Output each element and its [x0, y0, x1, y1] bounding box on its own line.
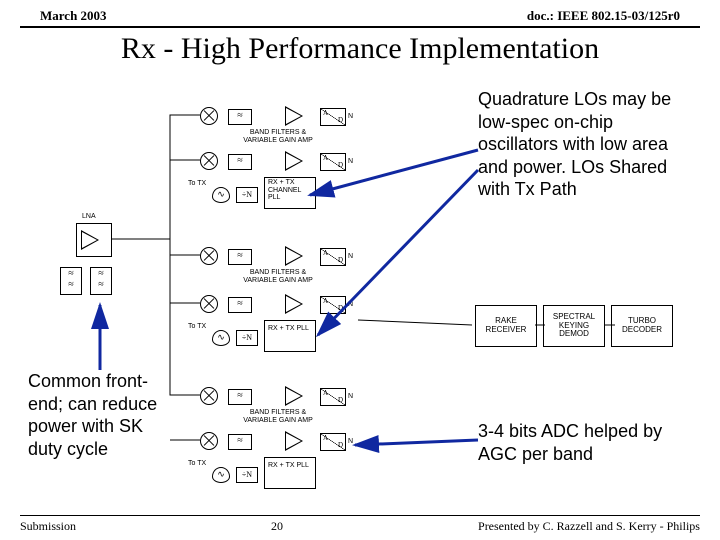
pll-label-1: RX + TX CHANNEL PLL	[268, 179, 312, 202]
slide-footer: Submission 20 Presented by C. Razzell an…	[20, 515, 700, 534]
totx-3: To TX	[188, 460, 206, 468]
n-3i: N	[348, 393, 353, 401]
osc-3: ∿	[212, 467, 230, 483]
slide-title: Rx - High Performance Implementation	[0, 32, 720, 66]
vga-3q	[285, 431, 303, 451]
vga-2q	[285, 294, 303, 314]
dsp-row: RAKE RECEIVER SPECTRAL KEYING DEMOD TURB…	[475, 305, 673, 347]
osc-2: ∿	[212, 330, 230, 346]
bandpass-1: ≈≈	[60, 267, 82, 295]
osc-1: ∿	[212, 187, 230, 203]
mixer-1i	[200, 107, 218, 125]
bandfilter-label-1: BAND FILTERS & VARIABLE GAIN AMP	[238, 129, 318, 144]
n-3q: N	[348, 438, 353, 446]
adc-1q: AD	[320, 153, 346, 171]
adc-2q: AD	[320, 296, 346, 314]
totx-1: To TX	[188, 180, 206, 188]
annotation-adc: 3-4 bits ADC helped by AGC per band	[478, 420, 698, 465]
spectral-block: SPECTRAL KEYING DEMOD	[543, 305, 605, 347]
n-1q: N	[348, 158, 353, 166]
vga-1q	[285, 151, 303, 171]
lpf-1q: ≈	[228, 154, 252, 170]
mixer-2q	[200, 295, 218, 313]
header-date: March 2003	[40, 8, 107, 24]
rake-block: RAKE RECEIVER	[475, 305, 537, 347]
vga-3i	[285, 386, 303, 406]
divn-1: ÷N	[236, 187, 258, 203]
header-docref: doc.: IEEE 802.15-03/125r0	[527, 8, 680, 24]
bandfilter-label-2: BAND FILTERS & VARIABLE GAIN AMP	[238, 269, 318, 284]
vga-2i	[285, 246, 303, 266]
rx-diagram: LNA ≈≈ ≈≈ ≈ AD N BAND FILTERS & VARIABLE…	[60, 95, 460, 495]
lpf-2q: ≈	[228, 297, 252, 313]
footer-page: 20	[271, 519, 283, 534]
slide-header: March 2003 doc.: IEEE 802.15-03/125r0	[20, 0, 700, 28]
bandpass-2: ≈≈	[90, 267, 112, 295]
mixer-2i	[200, 247, 218, 265]
annotation-quadrature: Quadrature LOs may be low-spec on-chip o…	[478, 88, 698, 201]
lna-label: LNA	[82, 213, 96, 221]
adc-1i: AD	[320, 108, 346, 126]
adc-3q: AD	[320, 433, 346, 451]
lpf-3i: ≈	[228, 389, 252, 405]
footer-left: Submission	[20, 519, 76, 534]
totx-2: To TX	[188, 323, 206, 331]
mixer-1q	[200, 152, 218, 170]
n-2q: N	[348, 301, 353, 309]
divn-3: ÷N	[236, 467, 258, 483]
mixer-3i	[200, 387, 218, 405]
n-2i: N	[348, 253, 353, 261]
pll-label-3: RX + TX PLL	[268, 462, 312, 470]
wires	[60, 95, 460, 495]
adc-3i: AD	[320, 388, 346, 406]
lpf-2i: ≈	[228, 249, 252, 265]
n-1i: N	[348, 113, 353, 121]
footer-right: Presented by C. Razzell and S. Kerry - P…	[478, 519, 700, 534]
pll-label-2: RX + TX PLL	[268, 325, 312, 333]
lpf-3q: ≈	[228, 434, 252, 450]
lpf-1i: ≈	[228, 109, 252, 125]
adc-2i: AD	[320, 248, 346, 266]
divn-2: ÷N	[236, 330, 258, 346]
mixer-3q	[200, 432, 218, 450]
bandfilter-label-3: BAND FILTERS & VARIABLE GAIN AMP	[238, 409, 318, 424]
turbo-block: TURBO DECODER	[611, 305, 673, 347]
lna-block	[76, 223, 112, 257]
vga-1i	[285, 106, 303, 126]
